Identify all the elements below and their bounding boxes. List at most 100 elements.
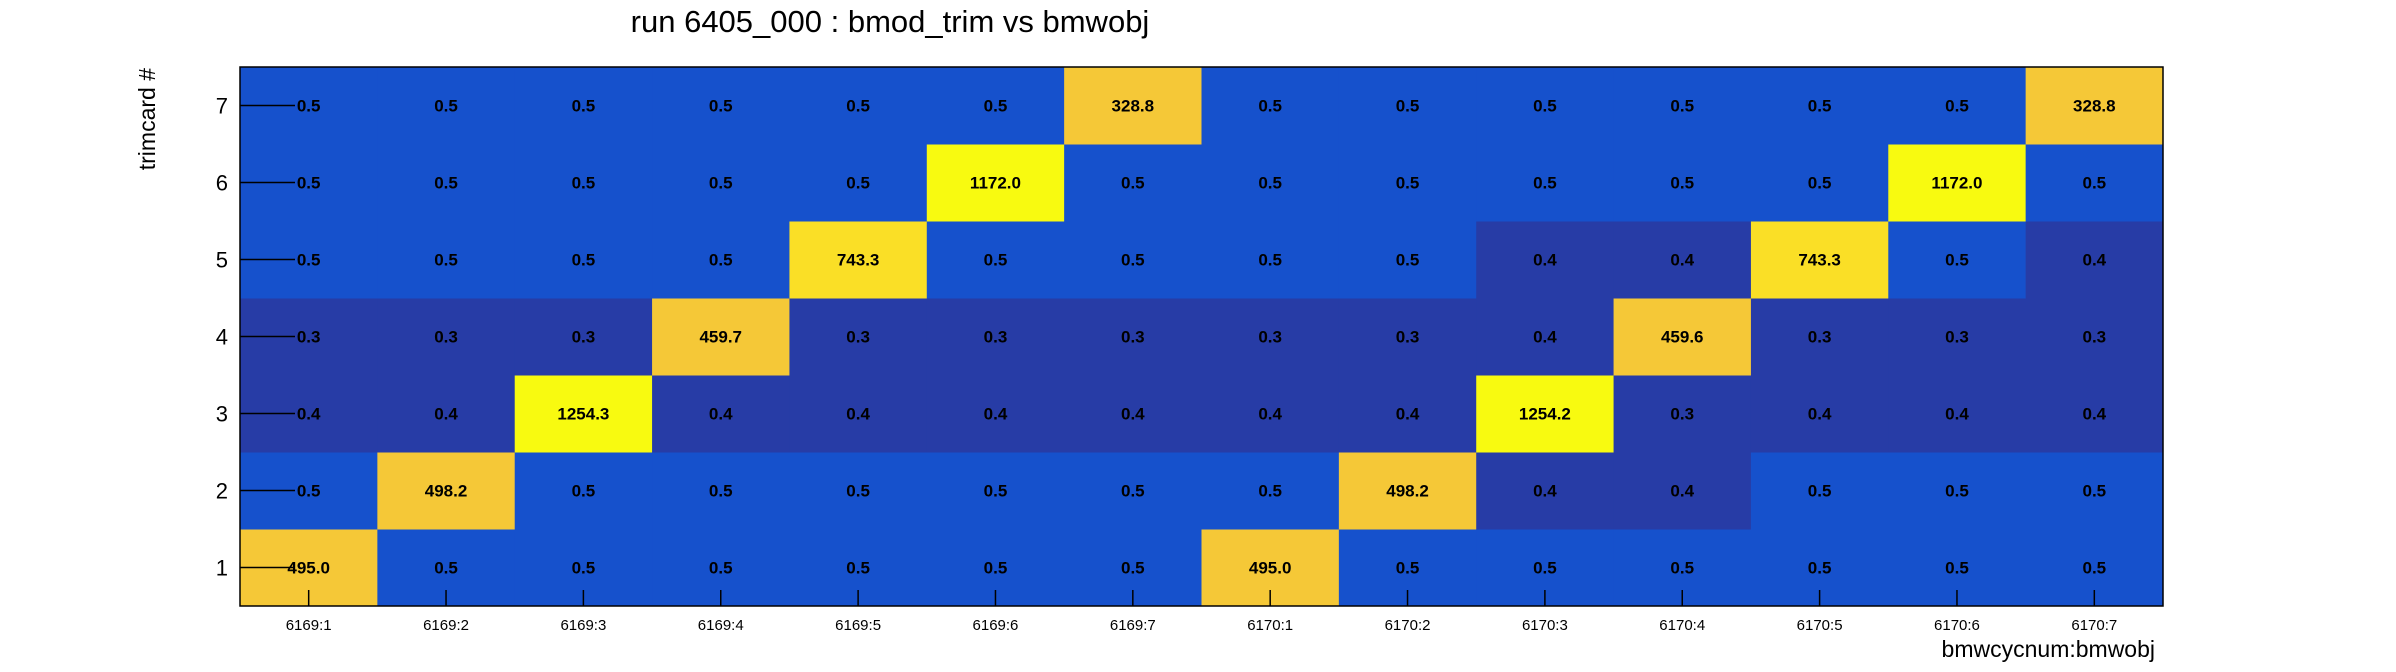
cell-value-label: 0.3 <box>1396 328 1420 347</box>
heatmap-cell <box>377 221 516 299</box>
heatmap-cell <box>1888 452 2027 530</box>
cell-value-label: 0.5 <box>1533 559 1557 578</box>
cell-value-label: 0.5 <box>709 174 733 193</box>
cell-value-label: 459.7 <box>699 328 742 347</box>
heatmap-cell <box>1750 452 1889 530</box>
heatmap-cell <box>1338 221 1477 299</box>
cell-value-label: 0.5 <box>709 251 733 270</box>
heatmap-cell <box>1064 221 1202 299</box>
cell-value-label: 0.5 <box>2083 559 2107 578</box>
cell-value-label: 328.8 <box>1112 97 1155 116</box>
heatmap-cell <box>514 375 653 453</box>
cell-value-label: 0.4 <box>1670 251 1694 270</box>
cell-value-label: 0.5 <box>1258 174 1282 193</box>
heatmap-cell <box>377 144 516 222</box>
cell-value-label: 0.5 <box>1945 559 1969 578</box>
heatmap-cell <box>1201 298 1340 376</box>
y-axis-label: trimcard # <box>134 68 160 170</box>
heatmap-cell <box>1064 298 1202 376</box>
x-tick-label: 6169:6 <box>973 617 1019 634</box>
y-tick-label: 1 <box>216 556 228 581</box>
heatmap-cell <box>514 67 653 145</box>
cell-value-label: 0.5 <box>1945 97 1969 116</box>
cell-value-label: 0.5 <box>434 97 458 116</box>
cell-value-label: 0.5 <box>434 251 458 270</box>
cell-value-label: 0.5 <box>2083 482 2107 501</box>
heatmap-cell <box>1201 144 1340 222</box>
cell-value-label: 0.3 <box>984 328 1008 347</box>
heatmap-cell <box>789 452 928 530</box>
x-tick-label: 6169:1 <box>286 617 332 634</box>
heatmap-cell <box>1064 452 1202 530</box>
cell-value-label: 0.3 <box>1670 405 1694 424</box>
cell-value-label: 0.5 <box>1670 174 1694 193</box>
x-tick-label: 6170:3 <box>1522 617 1568 634</box>
heatmap-cell <box>1201 375 1340 453</box>
cell-value-label: 0.4 <box>434 405 458 424</box>
cell-value-label: 0.5 <box>1808 174 1832 193</box>
cell-value-label: 0.5 <box>297 482 321 501</box>
cell-value-label: 0.4 <box>1945 405 1969 424</box>
heatmap-cell <box>1476 452 1615 530</box>
heatmap-cell <box>652 375 790 453</box>
heatmap-cell <box>1613 298 1752 376</box>
y-tick-label: 4 <box>216 325 228 350</box>
chart-title: run 6405_000 : bmod_trim vs bmwobj <box>631 4 1150 39</box>
heatmap-cell <box>926 452 1065 530</box>
cell-value-label: 0.5 <box>984 559 1008 578</box>
cell-value-label: 0.4 <box>1121 405 1145 424</box>
cell-value-label: 0.4 <box>297 405 321 424</box>
heatmap-cell <box>2025 144 2164 222</box>
y-tick-label: 7 <box>216 94 228 119</box>
cell-value-label: 0.5 <box>1396 251 1420 270</box>
heatmap-cell <box>789 298 928 376</box>
cell-value-label: 0.4 <box>2083 251 2107 270</box>
cell-value-label: 0.5 <box>846 97 870 116</box>
cell-value-label: 0.5 <box>1121 559 1145 578</box>
heatmap-cells <box>240 67 2164 607</box>
cell-value-label: 1172.0 <box>1931 174 1982 193</box>
cell-value-label: 0.5 <box>1808 482 1832 501</box>
heatmap-cell <box>1338 452 1477 530</box>
cell-value-label: 0.5 <box>572 559 596 578</box>
cell-value-label: 0.3 <box>1808 328 1832 347</box>
heatmap-cell <box>1338 67 1477 145</box>
heatmap-cell <box>926 298 1065 376</box>
heatmap-cell <box>2025 67 2164 145</box>
cell-value-label: 0.4 <box>846 405 870 424</box>
cell-value-label: 0.5 <box>1945 482 1969 501</box>
y-tick-label: 3 <box>216 402 228 427</box>
heatmap-cell <box>1613 144 1752 222</box>
x-axis-label: bmwcycnum:bmwobj <box>1942 636 2155 662</box>
cell-value-label: 0.5 <box>1533 174 1557 193</box>
cell-value-label: 1254.3 <box>557 405 609 424</box>
cell-value-label: 0.5 <box>846 174 870 193</box>
y-tick-label: 6 <box>216 171 228 196</box>
cell-value-label: 498.2 <box>425 482 468 501</box>
cell-value-label: 0.4 <box>709 405 733 424</box>
cell-value-label: 0.5 <box>572 482 596 501</box>
heatmap-cell-labels: 495.0 0.5 0.5 0.5 0.5 0.5 0.5 495.0 0.5 0.5 0.5 0.5… <box>287 97 2115 578</box>
cell-value-label: 1254.2 <box>1519 405 1571 424</box>
heatmap-cell <box>926 144 1065 222</box>
cell-value-label: 0.5 <box>572 97 596 116</box>
heatmap-cell <box>1888 375 2027 453</box>
cell-value-label: 0.5 <box>1945 251 1969 270</box>
heatmap-cell <box>1476 375 1615 453</box>
cell-value-label: 0.3 <box>1258 328 1282 347</box>
heatmap-cell <box>377 375 516 453</box>
cell-value-label: 0.5 <box>846 559 870 578</box>
cell-value-label: 0.5 <box>984 482 1008 501</box>
cell-value-label: 498.2 <box>1386 482 1429 501</box>
cell-value-label: 0.5 <box>709 482 733 501</box>
x-tick-label: 6170:1 <box>1247 617 1293 634</box>
heatmap-cell <box>1338 298 1477 376</box>
cell-value-label: 0.5 <box>434 559 458 578</box>
heatmap-cell <box>1750 221 1889 299</box>
heatmap-cell <box>1613 67 1752 145</box>
heatmap-cell <box>2025 221 2164 299</box>
heatmap-cell <box>789 221 928 299</box>
cell-value-label: 328.8 <box>2073 97 2116 116</box>
heatmap-cell <box>652 452 790 530</box>
cell-value-label: 0.4 <box>1533 482 1557 501</box>
